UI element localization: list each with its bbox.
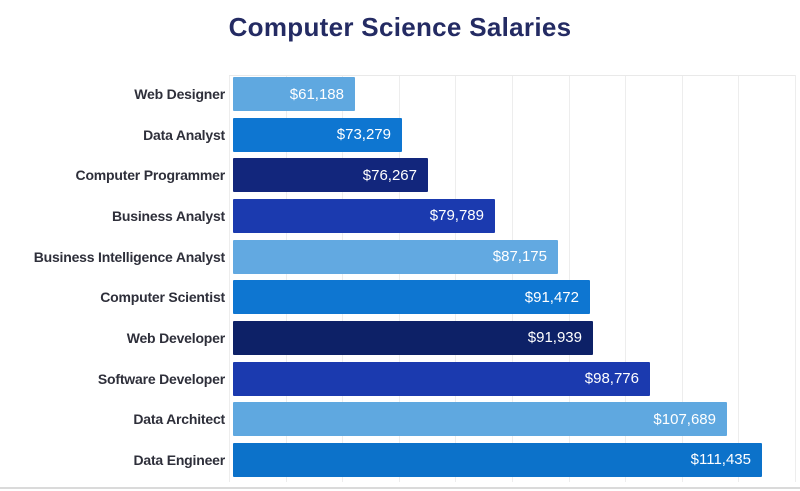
salary-bar: $91,472 — [233, 280, 590, 315]
chart-title: Computer Science Salaries — [228, 12, 572, 42]
salary-bar: $98,776 — [233, 361, 650, 396]
salary-value: $79,789 — [429, 207, 484, 225]
salary-bar: $76,267 — [233, 158, 428, 193]
gridline — [738, 75, 740, 482]
salary-bar: $79,789 — [233, 198, 495, 233]
gridline — [681, 75, 683, 482]
gridline — [625, 75, 627, 482]
category-label: Business Analyst — [112, 207, 225, 224]
salary-bar: $73,279 — [233, 117, 402, 152]
bar-row: Data Engineer $111,435 — [0, 442, 800, 477]
category-label: Data Engineer — [133, 451, 225, 468]
category-label: Software Developer — [97, 370, 225, 387]
bar-row: Data Analyst $73,279 — [0, 117, 800, 152]
bar-row: Computer Scientist $91,472 — [0, 280, 800, 315]
salary-value: $87,175 — [492, 248, 547, 266]
salary-value: $76,267 — [362, 166, 417, 184]
salary-bar: $87,175 — [233, 239, 558, 274]
category-label: Data Architect — [133, 411, 225, 428]
category-label: Data Analyst — [143, 126, 225, 143]
salary-bar: $107,689 — [233, 402, 727, 437]
salary-bar: $111,435 — [233, 442, 762, 477]
gridline — [229, 75, 230, 482]
gridline — [568, 75, 570, 482]
salary-value: $111,435 — [690, 451, 751, 469]
category-label: Computer Scientist — [100, 289, 225, 306]
salary-value: $73,279 — [336, 126, 391, 144]
category-label: Business Intelligence Analyst — [33, 248, 226, 265]
salary-value: $61,188 — [289, 85, 344, 103]
salary-value: $98,776 — [584, 370, 639, 388]
category-label: Web Developer — [126, 329, 225, 346]
bar-row: Business Intelligence Analyst $87,175 — [0, 239, 800, 274]
plot-top-border — [229, 75, 795, 76]
gridline — [512, 75, 513, 482]
bar-row: Web Designer $61,188 — [0, 77, 800, 111]
gridline — [795, 75, 796, 482]
bottom-divider — [0, 487, 800, 489]
gridline — [398, 75, 400, 482]
bar-row: Business Analyst $79,789 — [0, 198, 800, 233]
gridline — [285, 75, 287, 482]
gridline — [455, 75, 457, 482]
salary-bar: $91,939 — [233, 320, 593, 355]
salary-value: $107,689 — [653, 410, 716, 428]
salary-value: $91,939 — [527, 329, 582, 347]
category-label: Web Designer — [134, 86, 225, 102]
bar-row: Data Architect $107,689 — [0, 402, 800, 437]
gridline — [342, 75, 344, 482]
bar-row: Computer Programmer $76,267 — [0, 158, 800, 193]
salary-value: $91,472 — [524, 288, 579, 306]
bar-row: Web Developer $91,939 — [0, 320, 800, 355]
bar-row: Software Developer $98,776 — [0, 361, 800, 396]
salary-bar: $61,188 — [233, 77, 355, 111]
category-label: Computer Programmer — [75, 167, 226, 184]
